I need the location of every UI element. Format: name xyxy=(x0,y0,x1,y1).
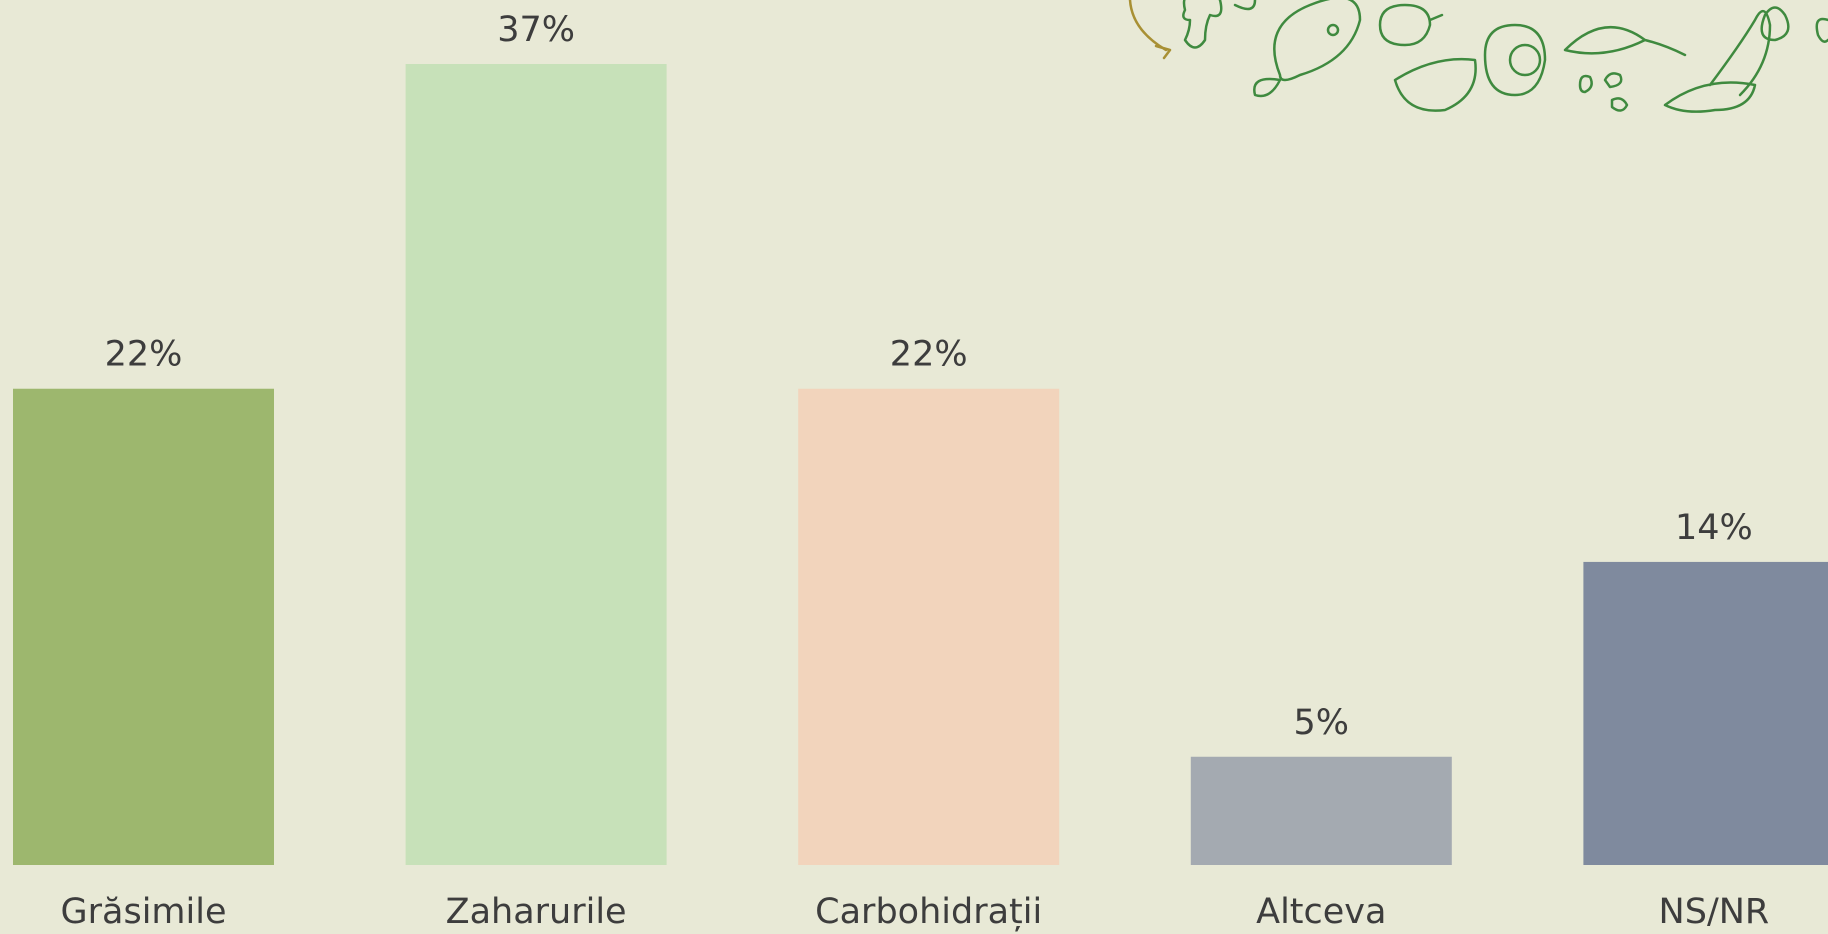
category-label: Altceva xyxy=(1256,892,1386,932)
page-body: {"chart_data": {"type": "bar", "categori… xyxy=(0,0,1828,934)
bar xyxy=(406,64,667,865)
food-doodles xyxy=(1130,0,1828,112)
value-label: 5% xyxy=(1294,703,1350,743)
category-label: NS/NR xyxy=(1659,892,1770,932)
value-label: 37% xyxy=(497,10,575,50)
category-label: Carbohidrații xyxy=(815,892,1042,932)
chart: 22% Grăsimile 37% Zaharurile 22% Carbohidrați… xyxy=(0,0,1828,934)
bar xyxy=(1191,757,1452,865)
bar xyxy=(1583,562,1828,865)
value-label: 22% xyxy=(105,335,183,375)
category-label: Zaharurile xyxy=(446,892,627,932)
category-label: Grăsimile xyxy=(61,892,227,932)
bar xyxy=(798,389,1059,865)
value-label: 14% xyxy=(1675,508,1753,548)
page: Chart html, body { margin: 0; padding: 0… xyxy=(0,0,1828,934)
bar xyxy=(13,389,274,865)
value-label: 22% xyxy=(890,335,968,375)
